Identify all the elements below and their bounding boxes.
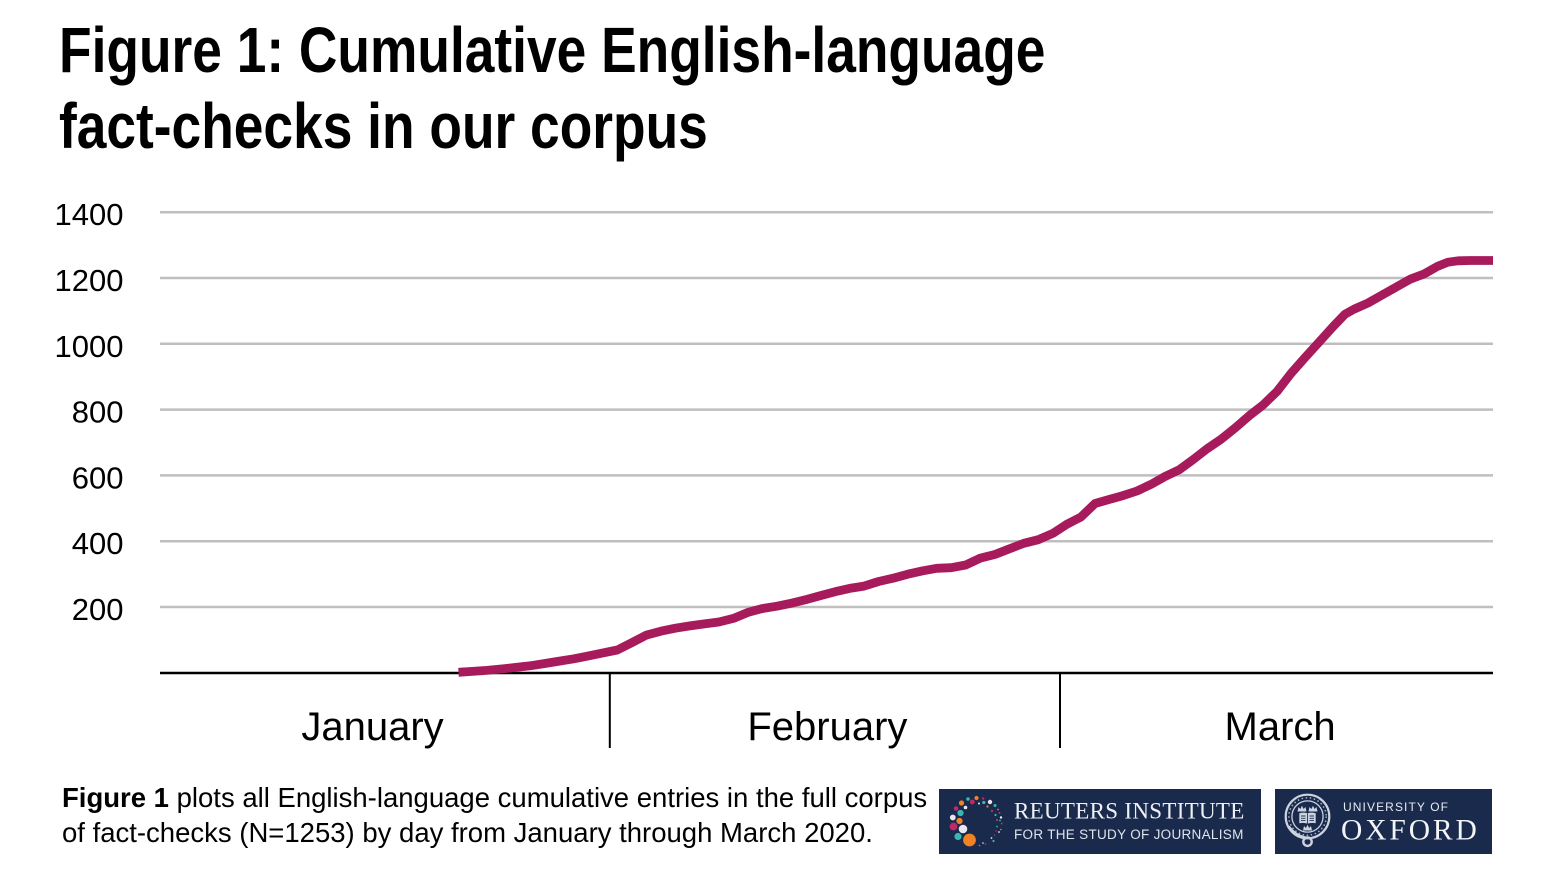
svg-text:January: January — [301, 705, 443, 749]
svg-text:400: 400 — [72, 526, 124, 561]
svg-text:1200: 1200 — [55, 263, 124, 298]
svg-text:OXFORD: OXFORD — [1341, 815, 1480, 847]
svg-text:600: 600 — [72, 460, 124, 495]
svg-text:UNIVERSITY OF: UNIVERSITY OF — [1343, 800, 1449, 814]
svg-text:1400: 1400 — [55, 197, 124, 232]
svg-text:March: March — [1225, 705, 1336, 749]
svg-text:February: February — [747, 705, 907, 749]
svg-text:200: 200 — [72, 592, 124, 627]
svg-text:800: 800 — [72, 395, 124, 430]
svg-text:1000: 1000 — [55, 329, 124, 364]
svg-text:REUTERS INSTITUTE: REUTERS INSTITUTE — [1014, 798, 1245, 823]
svg-text:FOR THE STUDY OF JOURNALISM: FOR THE STUDY OF JOURNALISM — [1014, 827, 1244, 842]
